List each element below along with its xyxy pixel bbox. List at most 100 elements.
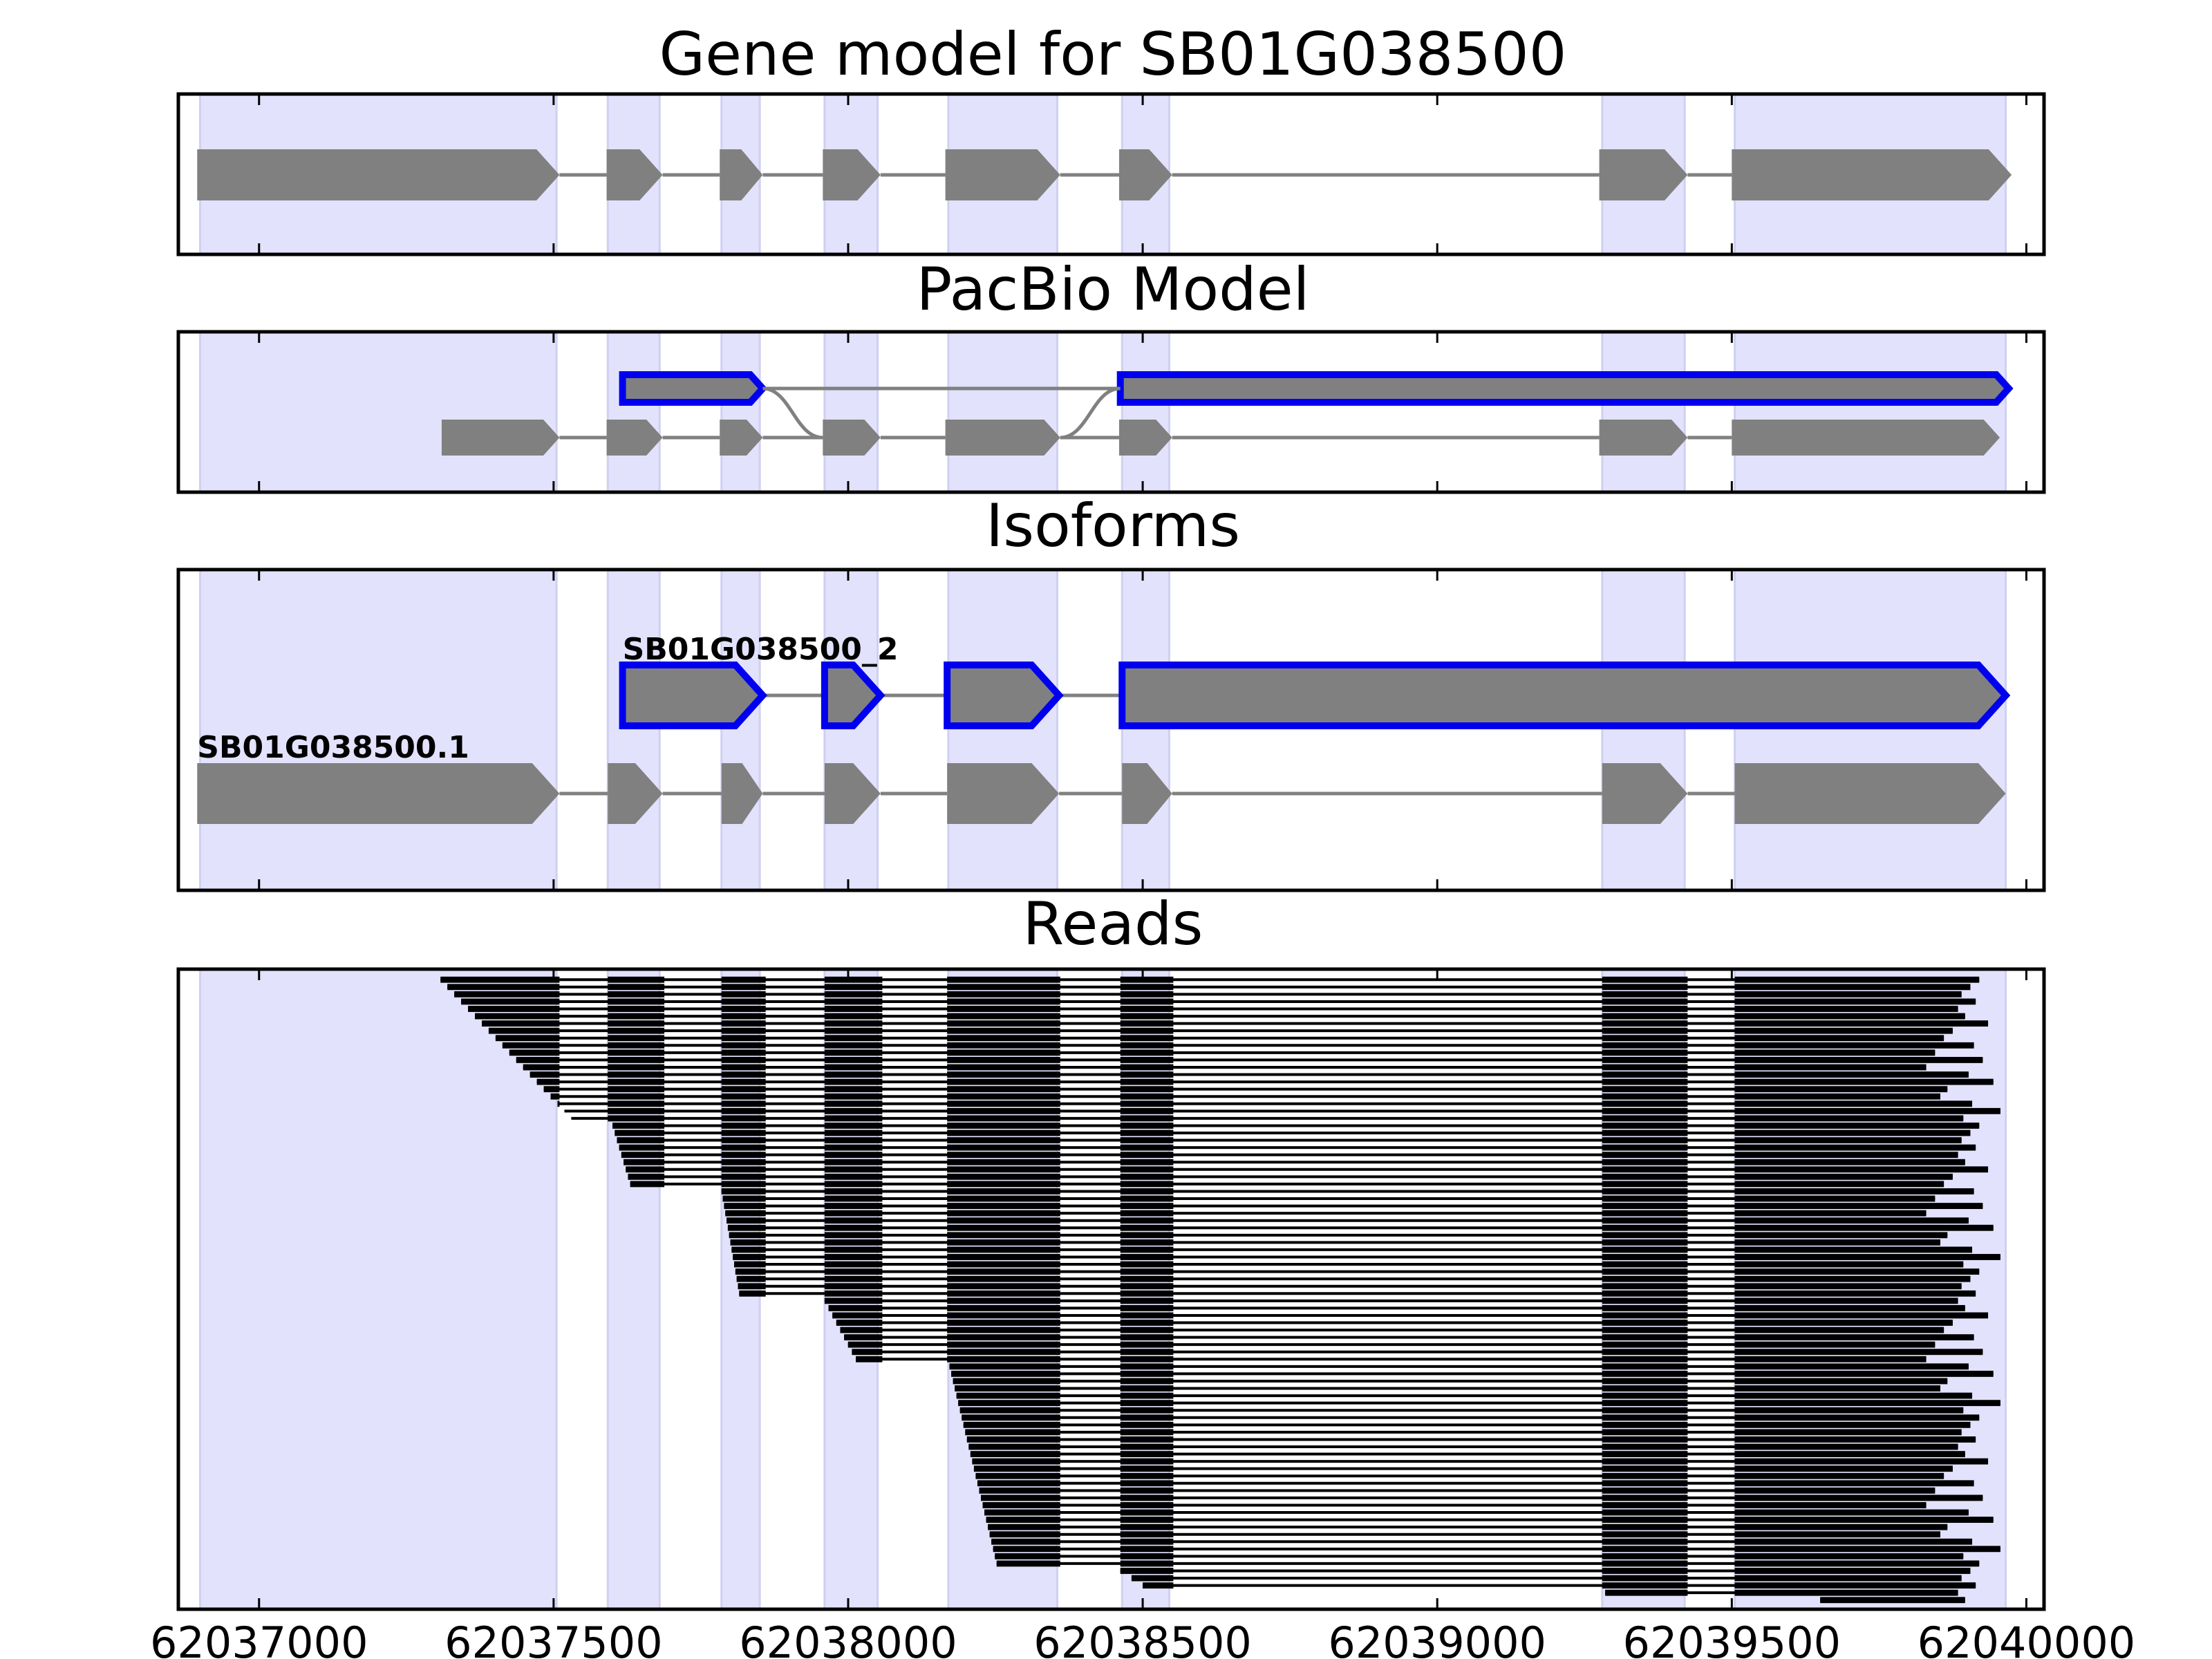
read-block <box>1602 1020 1688 1027</box>
read-block <box>1120 1349 1174 1356</box>
read-block <box>1120 1370 1174 1377</box>
read-block <box>947 1356 1060 1362</box>
panel-title-isoforms: Isoforms <box>986 491 1240 561</box>
read-block <box>1602 1414 1688 1421</box>
read-block <box>1734 1524 1948 1530</box>
read-block <box>1734 1254 2000 1260</box>
read-block <box>947 1020 1060 1027</box>
read-block <box>1120 1297 1174 1304</box>
read-block <box>988 1524 1060 1530</box>
read-block <box>966 1436 1060 1443</box>
read-block <box>1120 1385 1174 1391</box>
read-block <box>1734 1429 1962 1436</box>
read-block <box>824 1254 883 1260</box>
read-block <box>1120 1107 1174 1114</box>
read-block <box>1734 1582 1976 1589</box>
read-block <box>721 1086 766 1093</box>
read-block <box>984 1509 1060 1516</box>
read-block <box>454 991 560 997</box>
read-block <box>1734 1290 1976 1297</box>
read-block <box>824 1035 883 1042</box>
read-block <box>947 1320 1060 1326</box>
read-block <box>1734 1159 1965 1165</box>
read-block <box>1120 1195 1174 1202</box>
read-block <box>1734 1421 1971 1428</box>
read-block <box>1602 1297 1688 1304</box>
read-block <box>947 1173 1060 1180</box>
exon-highlight-band <box>1734 330 2007 494</box>
read-block <box>1602 1137 1688 1143</box>
read-block <box>947 1254 1060 1260</box>
read-block <box>608 1115 665 1122</box>
read-block <box>824 1078 883 1085</box>
read-block <box>1120 1123 1174 1129</box>
read-block <box>1602 1327 1688 1333</box>
read-block <box>947 1006 1060 1012</box>
read-block <box>1602 1546 1688 1553</box>
read-block <box>1602 1400 1688 1407</box>
read-block <box>1120 1304 1174 1311</box>
read-block <box>739 1290 766 1297</box>
read-block <box>973 1465 1060 1472</box>
read-block <box>947 1341 1060 1348</box>
read-block <box>947 1290 1060 1297</box>
read-block <box>1734 1538 1973 1545</box>
panel-title-gene-model: Gene model for SB01G038500 <box>659 20 1567 89</box>
read-block <box>947 1349 1060 1356</box>
read-block <box>1734 1130 1971 1136</box>
read-block <box>1602 1436 1688 1443</box>
read-block <box>824 1268 883 1275</box>
axes-frame <box>176 92 2046 256</box>
read-block <box>1602 1152 1688 1159</box>
read-block <box>1120 1429 1174 1436</box>
read-block <box>824 1144 883 1151</box>
read-block <box>1734 1115 1964 1122</box>
read-block <box>1734 1107 2000 1114</box>
read-block <box>824 1203 883 1210</box>
read-block <box>1734 1304 1965 1311</box>
read-block <box>1734 1414 1980 1421</box>
read-block <box>1734 1297 1958 1304</box>
read-block <box>947 1144 1060 1151</box>
read-block <box>608 1086 665 1093</box>
read-block <box>1120 1436 1174 1443</box>
read-block <box>1734 1071 1969 1078</box>
read-block <box>608 1027 665 1034</box>
read-block <box>608 1042 665 1049</box>
read-block <box>1120 1224 1174 1231</box>
read-block <box>1602 1480 1688 1487</box>
read-block <box>1734 1100 1973 1107</box>
read-block <box>730 1239 766 1246</box>
read-block <box>617 1137 665 1143</box>
read-block <box>468 1006 560 1012</box>
read-block <box>735 1268 766 1275</box>
read-block <box>729 1232 766 1239</box>
read-block <box>495 1035 560 1042</box>
read-block <box>721 1071 766 1078</box>
read-block <box>1734 1465 1953 1472</box>
gene-model-track-exon-1 <box>606 149 663 200</box>
read-block <box>947 1283 1060 1290</box>
read-block <box>1120 1327 1174 1333</box>
read-block <box>1734 1123 1980 1129</box>
read-block <box>1120 1071 1174 1078</box>
read-block <box>1120 1472 1174 1479</box>
read-block <box>608 984 665 991</box>
pacbio-connector-curve <box>1060 386 1121 440</box>
axes-frame <box>176 330 2046 494</box>
read-block <box>608 1013 665 1020</box>
read-block <box>1602 1582 1688 1589</box>
read-block <box>721 1020 766 1027</box>
read-block <box>947 1239 1060 1246</box>
read-block <box>947 1035 1060 1042</box>
read-block <box>824 1086 883 1093</box>
read-block <box>721 1166 766 1173</box>
read-block <box>1120 1203 1174 1210</box>
read-block <box>840 1327 883 1333</box>
read-block <box>995 1553 1060 1559</box>
read-block <box>1734 1451 1965 1457</box>
read-block <box>1120 1027 1174 1034</box>
read-block <box>1120 1341 1174 1348</box>
read-block <box>721 1181 766 1188</box>
